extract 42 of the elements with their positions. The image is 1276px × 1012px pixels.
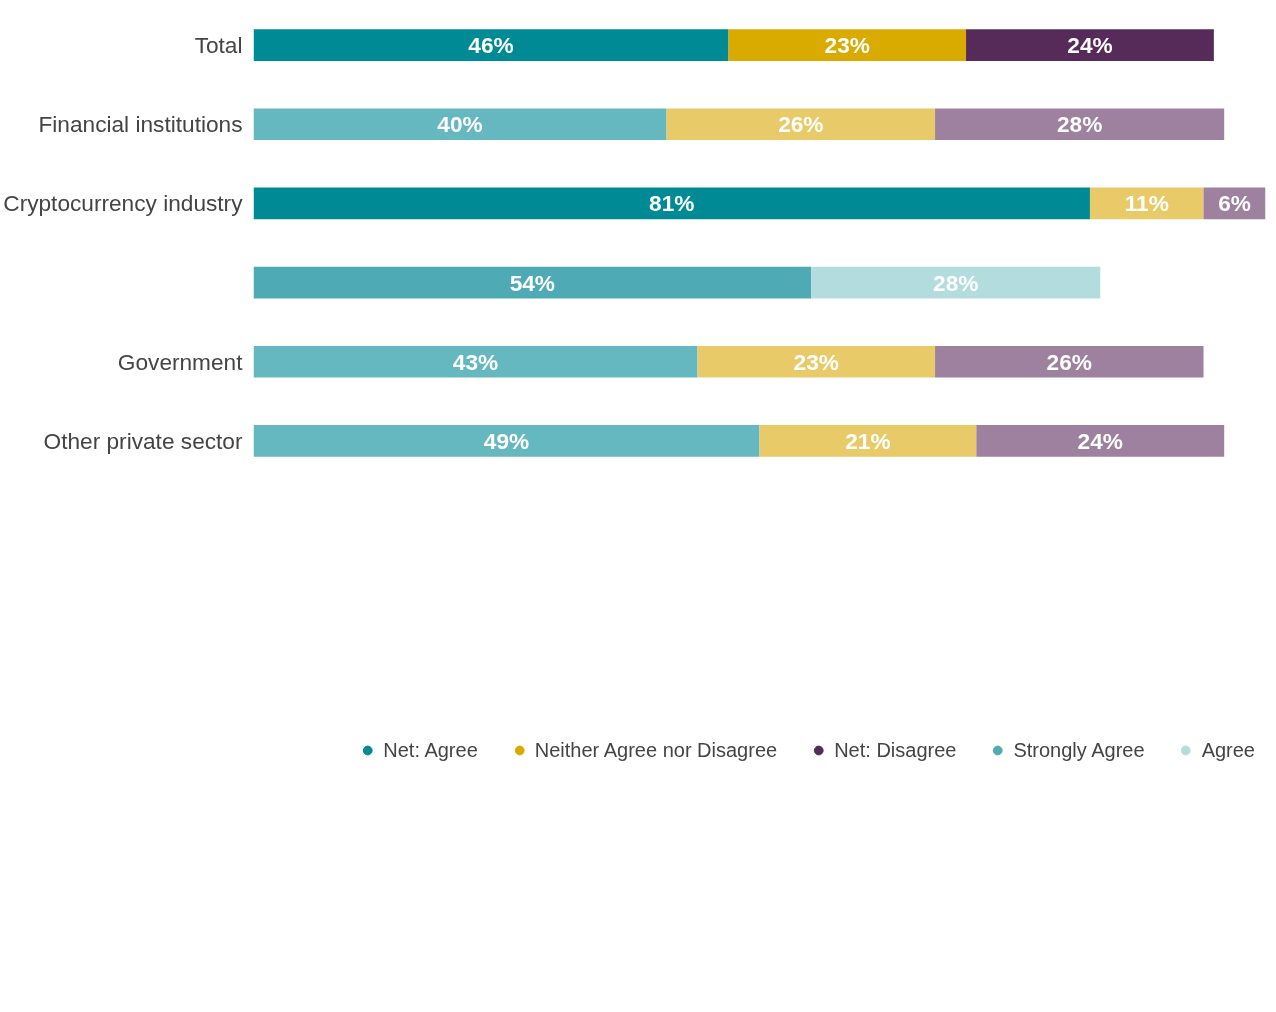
data-label: 26%	[1046, 348, 1092, 375]
bar	[697, 345, 936, 378]
data-label: 28%	[933, 269, 979, 296]
data-label: 24%	[1077, 427, 1123, 454]
data-label: 49%	[483, 427, 530, 454]
bar	[811, 266, 1101, 299]
data-label: 81%	[649, 190, 695, 217]
data-label: 46%	[468, 32, 514, 59]
data-label: 24%	[1067, 32, 1113, 59]
data-label: 23%	[824, 32, 870, 59]
data-label: 26%	[778, 111, 824, 138]
bar	[253, 187, 1090, 220]
data-label: 40%	[437, 111, 483, 138]
y-tick-label: Total	[194, 32, 243, 59]
bar	[253, 108, 667, 141]
data-label: 28%	[1056, 111, 1103, 138]
data-label: 43%	[452, 348, 499, 375]
legend-label: Neither Agree nor Disagree	[534, 738, 778, 762]
legend-label: Strongly Agree	[1013, 738, 1145, 762]
y-tick-label: Government	[117, 348, 244, 375]
bar	[666, 108, 936, 141]
data-label: 23%	[793, 348, 839, 375]
bar	[253, 345, 698, 378]
bar	[759, 425, 977, 457]
data-label: 54%	[509, 269, 555, 296]
bar	[253, 266, 812, 299]
bar	[935, 345, 1204, 378]
bar	[728, 29, 967, 61]
legend-label: Net: Disagree	[834, 738, 957, 762]
y-tick-label: Cryptocurrency industry	[3, 190, 244, 217]
bar	[966, 29, 1214, 61]
legend-label: Agree	[1201, 738, 1255, 762]
data-label: 21%	[845, 427, 891, 454]
data-label: 6%	[1218, 190, 1251, 217]
bar	[976, 425, 1225, 457]
y-tick-label: Financial institutions	[38, 111, 243, 138]
bar	[253, 425, 760, 457]
bar	[935, 108, 1225, 141]
legend-label: Net: Agree	[383, 738, 478, 762]
y-tick-label: Other private sector	[43, 427, 243, 454]
bar	[253, 29, 729, 61]
data-label: 11%	[1124, 190, 1169, 217]
